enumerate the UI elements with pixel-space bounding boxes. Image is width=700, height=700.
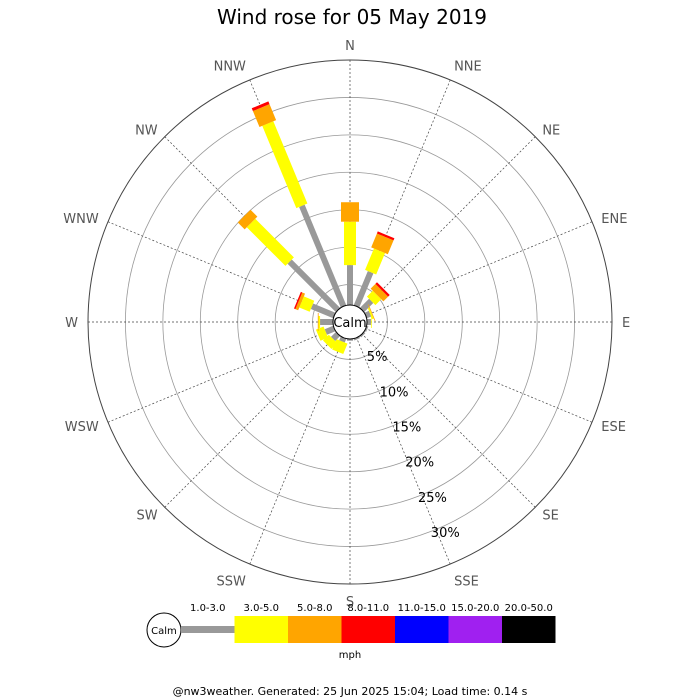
dir-label-wsw: WSW: [65, 420, 99, 435]
legend-label-20.0-50.0: 20.0-50.0: [505, 603, 553, 614]
dir-label-ssw: SSW: [217, 574, 247, 589]
legend-label-3.0-5.0: 3.0-5.0: [244, 603, 279, 614]
legend-calm-label: Calm: [151, 626, 177, 637]
dir-label-nne: NNE: [454, 60, 482, 75]
bar-nne-8.0-11.0: [376, 231, 395, 241]
ring-label-10: 10%: [380, 385, 409, 400]
legend-label-1.0-3.0: 1.0-3.0: [190, 603, 225, 614]
bar-nw-5.0-8.0: [237, 209, 258, 230]
dir-label-se: SE: [542, 508, 558, 523]
dir-label-nnw: NNW: [214, 60, 246, 75]
dir-label-s: S: [346, 595, 354, 610]
bar-ne-8.0-11.0: [375, 282, 390, 297]
bar-nw-3.0-5.0: [246, 218, 294, 266]
bar-ene-3.0-5.0: [367, 307, 374, 320]
ring-label-15: 15%: [392, 421, 421, 436]
calm-circle-group: Calm: [332, 304, 368, 340]
bar-nne-3.0-5.0: [365, 248, 386, 275]
legend-label-5.0-8.0: 5.0-8.0: [297, 603, 332, 614]
legend-swatch-15.0-20.0: [448, 616, 502, 643]
legend-swatch-1.0-3.0: [181, 626, 235, 633]
dir-label-ne: NE: [542, 124, 560, 139]
legend-swatch-8.0-11.0: [341, 616, 395, 643]
dir-label-n: N: [345, 39, 355, 54]
legend-swatch-5.0-8.0: [288, 616, 342, 643]
bar-n-5.0-8.0: [341, 202, 359, 222]
bar-nnw-5.0-8.0: [252, 104, 277, 127]
bar-nne-5.0-8.0: [371, 233, 394, 255]
spoke-ssw: [249, 321, 351, 565]
dir-label-wnw: WNW: [63, 212, 99, 227]
dir-label-sse: SSE: [454, 574, 479, 589]
bar-nw-1.0-3.0: [287, 259, 353, 325]
dir-label-nw: NW: [135, 124, 158, 139]
legend: Calm 1.0-3.0 3.0-5.0 5.0-8.0 8.0-11.0 11.0-1…: [146, 603, 556, 661]
legend-items: 1.0-3.0 3.0-5.0 5.0-8.0 8.0-11.0 11.0-15.0 15…: [181, 603, 556, 643]
ring-label-20: 20%: [405, 456, 434, 471]
bar-e-3.0-5.0: [370, 316, 372, 328]
legend-swatch-20.0-50.0: [502, 616, 556, 643]
legend-label-8.0-11.0: 8.0-11.0: [347, 603, 389, 614]
dir-label-e: E: [622, 316, 630, 331]
bar-ne-3.0-5.0: [366, 290, 382, 306]
bar-sw-3.0-5.0: [322, 334, 338, 350]
ring-label-30: 30%: [431, 526, 460, 541]
bar-nnw-8.0-11.0: [251, 101, 270, 112]
footer-text: @nw3weather. Generated: 25 Jun 2025 15:0…: [173, 685, 528, 698]
legend-swatch-3.0-5.0: [234, 616, 288, 643]
ring-labels: 5% 10% 15% 20% 25% 30%: [367, 350, 460, 541]
bar-wnw-5.0-8.0: [295, 292, 306, 311]
dir-label-ene: ENE: [601, 212, 627, 227]
ring-label-25: 25%: [418, 491, 447, 506]
bar-n-1.0-3.0: [347, 265, 353, 322]
legend-unit: mph: [339, 650, 361, 661]
ring-label-5: 5%: [367, 350, 388, 365]
bar-nnw-1.0-3.0: [299, 204, 353, 324]
bar-wnw-8.0-11.0: [293, 291, 303, 310]
bar-wsw-3.0-5.0: [315, 326, 329, 341]
dir-label-w: W: [65, 316, 78, 331]
chart-title: Wind rose for 05 May 2019: [217, 5, 487, 29]
calm-label: Calm: [333, 316, 366, 331]
bar-w-5.0-8.0: [317, 313, 319, 331]
calm-circle: [332, 304, 368, 340]
legend-label-15.0-20.0: 15.0-20.0: [451, 603, 499, 614]
bar-w-3.0-5.0: [318, 316, 321, 328]
dir-label-sw: SW: [137, 508, 158, 523]
bar-ne-5.0-8.0: [370, 283, 389, 302]
bar-wnw-3.0-5.0: [299, 296, 315, 312]
wind-bars: [237, 101, 395, 355]
bar-nnw-3.0-5.0: [262, 121, 308, 209]
legend-label-11.0-15.0: 11.0-15.0: [398, 603, 446, 614]
direction-labels: N NNE NE ENE E ESE SE SSE S SSW SW WSW W WNW NW NNW: [63, 39, 630, 610]
spoke-sw: [164, 321, 351, 508]
grid-ring-25: [162, 134, 538, 510]
bar-ene-5.0-8.0: [367, 304, 376, 322]
spoke-wsw: [107, 321, 351, 423]
bar-n-3.0-5.0: [344, 221, 356, 266]
dir-label-ese: ESE: [601, 420, 626, 435]
spoke-ese: [349, 321, 593, 423]
legend-swatch-11.0-15.0: [395, 616, 449, 643]
